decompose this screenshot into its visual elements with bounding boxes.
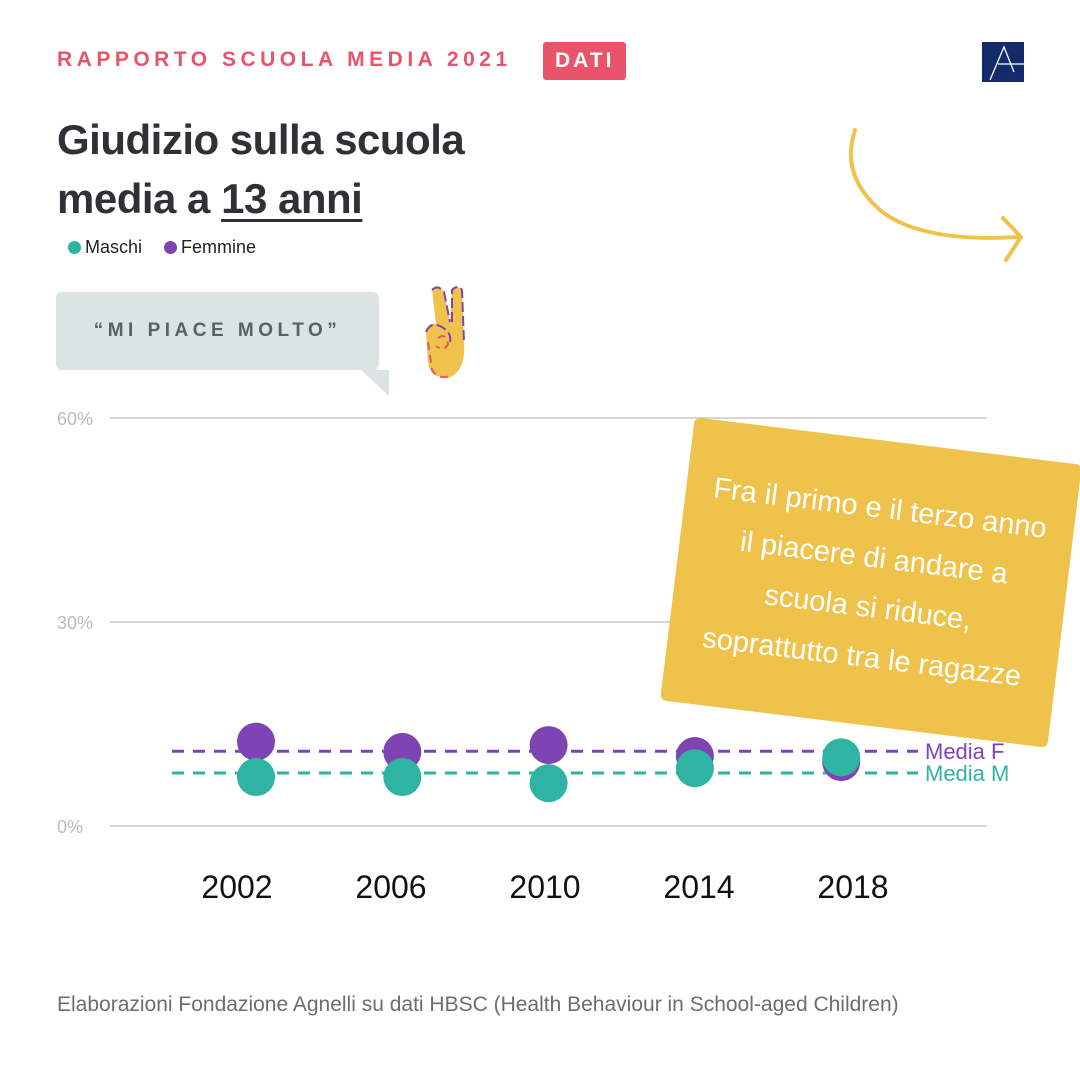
legend-dot-icon — [68, 241, 81, 254]
point-maschi-2014 — [675, 749, 714, 788]
quote-text: “MI PIACE MOLTO” — [93, 320, 342, 341]
mean-label-femmine: Media F — [925, 739, 1004, 764]
bubble-tail — [361, 370, 389, 396]
title-prefix: media a — [57, 175, 222, 222]
x-tick-label: 2002 — [201, 869, 272, 905]
curved-arrow-icon — [848, 128, 1023, 262]
dati-badge: DATI — [543, 42, 627, 80]
point-maschi-2018 — [822, 738, 861, 777]
legend-item-maschi: Maschi — [68, 237, 142, 258]
legend-item-femmine: Femmine — [164, 237, 256, 258]
x-tick-label: 2006 — [355, 869, 426, 905]
title-line-1: Giudizio sulla scuola — [57, 116, 465, 163]
y-tick-label: 30% — [57, 613, 93, 633]
note-text: Fra il primo e il terzo anno il piacere … — [700, 471, 1049, 693]
y-tick-label: 0% — [57, 817, 83, 837]
point-maschi-2010 — [529, 764, 568, 803]
title-line-2: media a 13 anni — [57, 169, 464, 228]
report-kicker: RAPPORTO SCUOLA MEDIA 2021 — [57, 48, 512, 71]
peace-hand-icon — [425, 286, 465, 379]
point-femmine-2002 — [237, 722, 275, 761]
legend-dot-icon — [164, 241, 178, 254]
mean-label-maschi: Media M — [925, 761, 1009, 786]
point-femmine-2010 — [529, 726, 568, 765]
legend-label: Femmine — [181, 237, 257, 257]
annotation-note: Fra il primo e il terzo anno il piacere … — [660, 417, 1080, 748]
quote-bubble: “MI PIACE MOLTO” — [56, 292, 389, 396]
source-note: Elaborazioni Fondazione Agnelli su dati … — [57, 993, 899, 1016]
x-tick-label: 2018 — [817, 869, 888, 905]
legend: Maschi Femmine — [68, 237, 256, 258]
fondazione-agnelli-logo — [982, 42, 1024, 82]
x-tick-label: 2014 — [663, 869, 734, 905]
y-tick-label: 60% — [57, 409, 93, 429]
point-maschi-2006 — [383, 758, 422, 797]
page-title: Giudizio sulla scuola media a 13 anni — [57, 110, 465, 228]
legend-label: Maschi — [85, 237, 143, 257]
title-age: 13 anni — [221, 175, 363, 222]
point-maschi-2002 — [237, 758, 275, 797]
x-tick-label: 2010 — [509, 869, 580, 905]
